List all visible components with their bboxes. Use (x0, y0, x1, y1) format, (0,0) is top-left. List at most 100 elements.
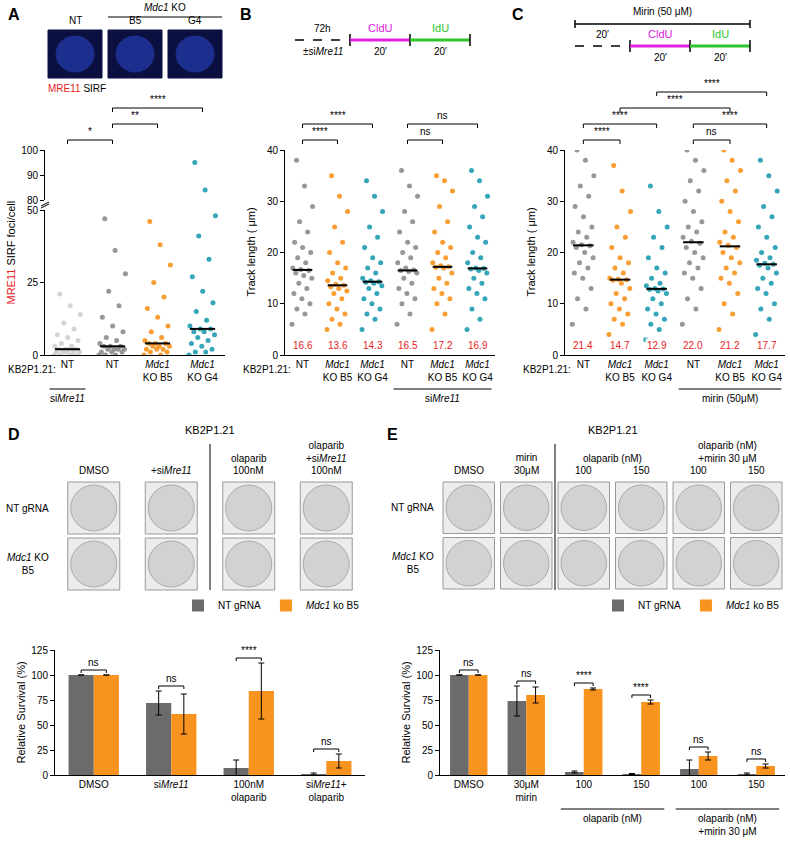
svg-text:Mdc1KO B5: Mdc1KO B5 (323, 359, 353, 383)
svg-text:****: **** (594, 126, 610, 137)
svg-text:Mdc1KO G4: Mdc1KO G4 (751, 359, 782, 383)
svg-text:NT: NT (577, 359, 590, 370)
svg-text:KB2P1.21: KB2P1.21 (588, 424, 638, 436)
svg-text:IdU: IdU (432, 22, 449, 34)
svg-text:****: **** (330, 110, 346, 121)
svg-text:16.5: 16.5 (398, 340, 418, 351)
svg-text:B5: B5 (129, 15, 142, 26)
svg-text:100nMolaparib: 100nMolaparib (231, 779, 267, 803)
svg-text:****: **** (633, 682, 649, 693)
svg-text:Track length ( μm): Track length ( μm) (245, 207, 257, 296)
svg-text:NT gRNA: NT gRNA (218, 600, 261, 611)
svg-text:ns: ns (88, 657, 99, 668)
svg-text:150: 150 (748, 779, 765, 790)
svg-text:****: **** (667, 94, 683, 105)
svg-text:ns: ns (166, 673, 177, 684)
svg-text:ns: ns (706, 126, 717, 137)
svg-text:0: 0 (552, 350, 558, 361)
svg-text:+siMre11: +siMre11 (151, 465, 192, 476)
svg-text:Mdc1KO G4: Mdc1KO G4 (187, 359, 218, 383)
svg-text:Relative Survival (%): Relative Survival (%) (400, 661, 412, 763)
svg-text:****: **** (576, 670, 592, 681)
svg-text:0: 0 (32, 350, 38, 361)
svg-text:DMSO: DMSO (454, 779, 484, 790)
svg-text:siMre11: siMre11 (154, 779, 189, 790)
svg-text:siMre11+olaparib: siMre11+olaparib (306, 779, 347, 803)
svg-text:olaparib (nM)+mirin 30 μM: olaparib (nM)+mirin 30 μM (698, 813, 757, 837)
svg-text:25: 25 (37, 745, 49, 756)
svg-text:Mdc1KO B5: Mdc1KO B5 (428, 359, 458, 383)
svg-text:20′: 20′ (434, 46, 447, 57)
svg-text:100: 100 (575, 465, 592, 476)
svg-text:16.6: 16.6 (293, 340, 313, 351)
svg-text:MRE11 SIRF: MRE11 SIRF (48, 83, 106, 94)
svg-text:14.3: 14.3 (363, 340, 383, 351)
svg-text:NT gRNA: NT gRNA (6, 503, 49, 514)
svg-text:13.6: 13.6 (328, 340, 348, 351)
svg-text:20: 20 (267, 247, 279, 258)
svg-text:NT: NT (61, 359, 74, 370)
svg-text:ns: ns (321, 736, 332, 747)
svg-text:Mdc1KO B5: Mdc1KO B5 (605, 359, 635, 383)
svg-text:olaparib (nM): olaparib (nM) (583, 453, 642, 464)
svg-text:ns: ns (437, 110, 448, 121)
svg-text:100: 100 (21, 145, 38, 156)
svg-text:****: **** (612, 110, 628, 121)
svg-text:****: **** (150, 94, 166, 105)
svg-text:±siMre11: ±siMre11 (303, 46, 343, 57)
svg-text:Mdc1KO B5: Mdc1KO B5 (143, 359, 173, 383)
svg-text:NT: NT (69, 15, 82, 26)
svg-text:G4: G4 (188, 15, 202, 26)
svg-text:12.9: 12.9 (647, 340, 667, 351)
svg-text:10: 10 (547, 298, 559, 309)
svg-text:****: **** (312, 126, 328, 137)
svg-text:KB2P1.21:: KB2P1.21: (243, 364, 291, 375)
svg-text:Mdc1 KOB5: Mdc1 KOB5 (7, 552, 49, 576)
svg-text:0: 0 (272, 350, 278, 361)
svg-text:Relative Survival (%): Relative Survival (%) (15, 661, 27, 763)
svg-text:100nM: 100nM (311, 465, 342, 476)
svg-text:20′: 20′ (374, 46, 387, 57)
svg-text:40: 40 (267, 145, 279, 156)
svg-text:mirin (50μM): mirin (50μM) (702, 393, 758, 404)
svg-text:****: **** (722, 110, 738, 121)
svg-text:10: 10 (267, 298, 279, 309)
svg-text:IdU: IdU (712, 28, 729, 40)
svg-text:Mdc1 ko B5: Mdc1 ko B5 (726, 600, 779, 611)
svg-text:25: 25 (27, 277, 39, 288)
svg-text:0: 0 (42, 770, 48, 781)
svg-text:14.7: 14.7 (610, 340, 630, 351)
svg-text:ns: ns (420, 126, 431, 137)
svg-text:ns: ns (521, 668, 532, 679)
svg-text:olaparib+siMre11: olaparib+siMre11 (306, 440, 347, 464)
svg-text:50: 50 (422, 720, 434, 731)
svg-text:ns: ns (463, 657, 474, 668)
svg-text:mirin30μM: mirin30μM (514, 452, 539, 476)
svg-text:MRE11 SIRF foci/cell: MRE11 SIRF foci/cell (5, 201, 17, 305)
svg-text:20′: 20′ (714, 52, 727, 63)
svg-text:CldU: CldU (368, 22, 393, 34)
svg-text:Mdc1KO G4: Mdc1KO G4 (357, 359, 388, 383)
svg-text:50: 50 (27, 205, 39, 216)
svg-text:20′: 20′ (654, 52, 667, 63)
svg-text:****: **** (241, 645, 257, 656)
svg-text:150: 150 (633, 465, 650, 476)
svg-text:DMSO: DMSO (454, 465, 484, 476)
svg-text:Mdc1 KOB5: Mdc1 KOB5 (392, 551, 434, 575)
svg-text:Mdc1KO G4: Mdc1KO G4 (462, 359, 493, 383)
svg-text:125: 125 (416, 645, 433, 656)
svg-text:Mdc1KO G4: Mdc1KO G4 (641, 359, 672, 383)
svg-text:olaparib (nM)+mirin 30 μM: olaparib (nM)+mirin 30 μM (698, 440, 757, 464)
svg-text:72h: 72h (314, 23, 331, 34)
svg-text:22.0: 22.0 (683, 340, 703, 351)
svg-text:30: 30 (547, 196, 559, 207)
svg-text:50: 50 (37, 720, 49, 731)
svg-text:Mdc1 ko B5: Mdc1 ko B5 (306, 600, 359, 611)
svg-text:20: 20 (547, 247, 559, 258)
svg-text:*: * (88, 126, 92, 137)
svg-text:NT gRNA: NT gRNA (391, 502, 434, 513)
svg-text:NT gRNA: NT gRNA (638, 600, 681, 611)
svg-text:40: 40 (547, 145, 559, 156)
svg-text:KB2P1.21:: KB2P1.21: (8, 364, 56, 375)
svg-text:C: C (512, 6, 524, 23)
